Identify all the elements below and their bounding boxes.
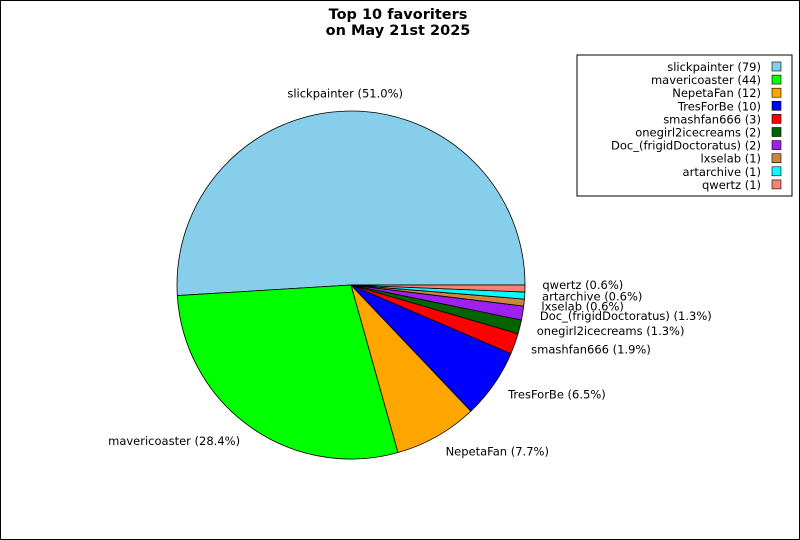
legend-box xyxy=(576,54,793,197)
legend-label-doc-frigiddoctoratus-: Doc_(frigidDoctoratus) (2) xyxy=(611,139,761,153)
legend-swatch-nepetafan xyxy=(771,87,782,98)
legend-label-artarchive: artarchive (1) xyxy=(683,165,761,179)
pie-slices xyxy=(176,110,526,460)
pie-slice-qwertz xyxy=(350,284,526,293)
slice-label-doc-frigiddoctoratus-: Doc_(frigidDoctoratus) (1.3%) xyxy=(540,309,712,323)
slice-label-lxselab: lxselab (0.6%) xyxy=(541,299,623,313)
legend-label-mavericoaster: mavericoaster (44) xyxy=(651,73,761,87)
legend-swatch-artarchive xyxy=(771,166,782,177)
legend-label-slickpainter: slickpainter (79) xyxy=(667,60,761,74)
legend-swatch-doc-frigiddoctoratus- xyxy=(771,140,782,150)
chart-subtitle: on May 21st 2025 xyxy=(326,23,471,39)
slice-label-mavericoaster: mavericoaster (28.4%) xyxy=(108,434,240,448)
slice-label-qwertz: qwertz (0.6%) xyxy=(542,278,623,292)
legend-swatch-tresforbe xyxy=(771,101,782,111)
legend-label-tresforbe: TresForBe (10) xyxy=(677,99,761,113)
legend-label-qwertz: qwertz (1) xyxy=(702,178,761,192)
slice-label-onegirl2icecreams: onegirl2icecreams (1.3%) xyxy=(537,324,685,338)
legend-swatch-qwertz xyxy=(771,179,782,190)
chart-title: Top 10 favoriters xyxy=(329,7,468,23)
legend-swatch-smashfan666 xyxy=(771,114,782,124)
legend-label-lxselab: lxselab (1) xyxy=(700,152,761,166)
slice-label-artarchive: artarchive (0.6%) xyxy=(542,290,642,304)
pie-slice-slickpainter xyxy=(176,110,526,296)
legend-label-nepetafan: NepetaFan (12) xyxy=(672,86,761,100)
legend-swatch-onegirl2icecreams xyxy=(771,127,782,137)
legend-label-onegirl2icecreams: onegirl2icecreams (2) xyxy=(635,126,761,140)
legend-swatch-mavericoaster xyxy=(771,74,782,85)
legend-swatch-slickpainter xyxy=(771,61,782,72)
slice-labels: slickpainter (51.0%) mavericoaster (28.4%… xyxy=(108,87,712,459)
legend-label-smashfan666: smashfan666 (3) xyxy=(663,112,761,126)
slice-label-slickpainter: slickpainter (51.0%) xyxy=(287,87,403,101)
pie-slice-mavericoaster xyxy=(176,284,399,460)
slice-label-nepetafan: NepetaFan (7.7%) xyxy=(446,444,549,458)
slice-label-tresforbe: TresForBe (6.5%) xyxy=(507,387,606,401)
legend: slickpainter (79)mavericoaster (44)Nepet… xyxy=(576,54,793,197)
legend-swatch-lxselab xyxy=(771,153,782,163)
slice-label-smashfan666: smashfan666 (1.9%) xyxy=(531,343,651,357)
